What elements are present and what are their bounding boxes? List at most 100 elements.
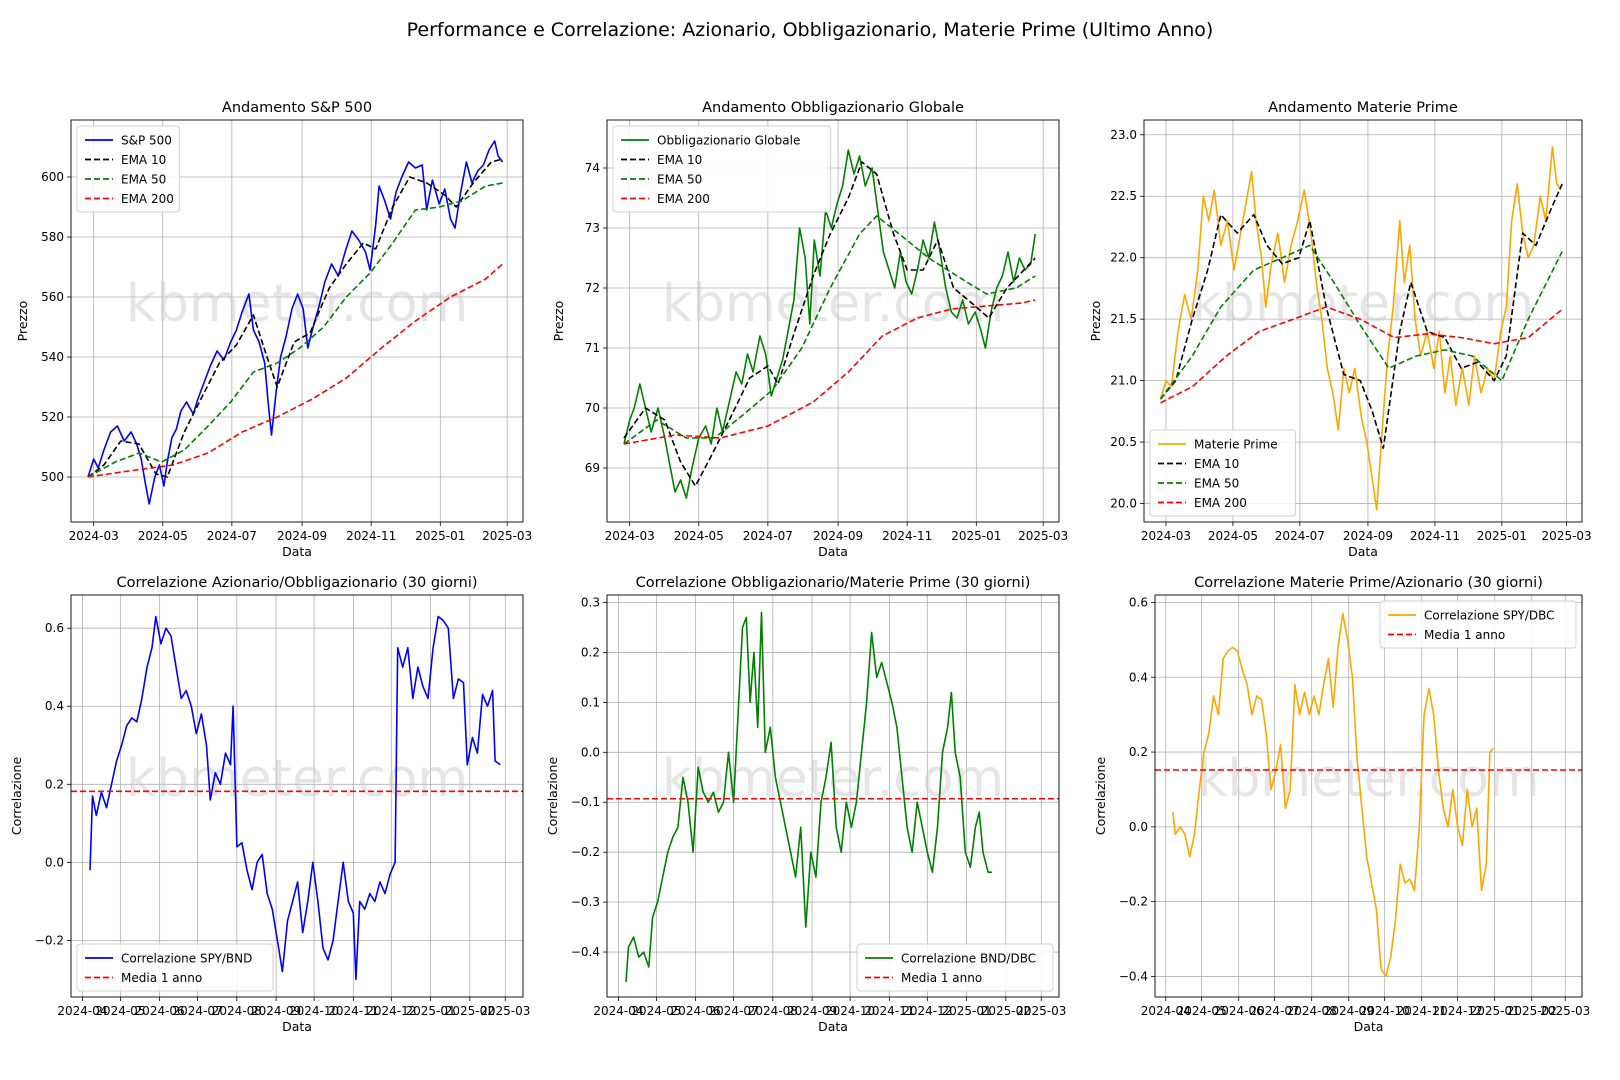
y-tick-label: 580 xyxy=(41,230,64,244)
x-tick-label: 2024-11 xyxy=(328,1004,378,1018)
subplot-6: Correlazione Materie Prime/Azionario (30… xyxy=(1093,575,1590,1034)
x-tick-label: 2024-07 xyxy=(1250,1004,1300,1018)
x-tick-label: 2025-03 xyxy=(1540,1004,1590,1018)
x-tick-label: 2024-03 xyxy=(605,529,655,543)
legend-label: Correlazione BND/DBC xyxy=(901,952,1036,966)
legend-label: S&P 500 xyxy=(121,134,172,148)
watermark: kbmeter.com xyxy=(126,274,468,334)
x-tick-label: 2024-12 xyxy=(902,1004,952,1018)
x-tick-label: 2025-01 xyxy=(951,529,1001,543)
series-line xyxy=(1159,146,1562,511)
series-group xyxy=(1155,612,1582,978)
x-tick-label: 2025-03 xyxy=(482,529,532,543)
series-line xyxy=(1160,306,1563,404)
x-tick-label: 2024-07 xyxy=(173,1004,223,1018)
y-tick-label: 23.0 xyxy=(1110,128,1137,142)
watermark: kbmeter.com xyxy=(1197,749,1539,809)
legend-box xyxy=(1379,600,1577,649)
x-tick-label: 2024-09 xyxy=(277,529,327,543)
x-tick-label: 2025-03 xyxy=(1016,1004,1066,1018)
axes-frame xyxy=(70,119,524,523)
x-tick-label: 2025-02 xyxy=(445,1004,495,1018)
x-tick-label: 2025-01 xyxy=(1477,529,1527,543)
grid xyxy=(71,120,523,522)
x-axis-label: Data xyxy=(282,544,312,559)
watermark: kbmeter.com xyxy=(1192,274,1534,334)
x-tick-label: 2024-08 xyxy=(748,1004,798,1018)
x-tick-label: 2024-05 xyxy=(1177,1004,1227,1018)
x-tick-label: 2024-06 xyxy=(1214,1004,1264,1018)
series-line xyxy=(623,149,1036,499)
y-axis-label: Prezzo xyxy=(15,301,30,342)
subplot-title: Correlazione Materie Prime/Azionario (30… xyxy=(1194,575,1543,591)
y-tick-label: 20.0 xyxy=(1110,497,1137,511)
y-axis-label: Correlazione xyxy=(545,757,560,836)
x-tick-label: 2024-09 xyxy=(787,1004,837,1018)
subplot-5: Correlazione Obbligazionario/Materie Pri… xyxy=(545,575,1066,1034)
y-axis-label: Prezzo xyxy=(1088,301,1103,342)
grid xyxy=(1155,595,1582,997)
legend: Correlazione SPY/DBC Media 1 anno xyxy=(1379,600,1577,649)
y-tick-label: −0.2 xyxy=(571,845,600,859)
series-group xyxy=(87,140,504,505)
x-tick-label: 2024-04 xyxy=(1141,1004,1191,1018)
y-tick-label: −0.4 xyxy=(1119,969,1148,983)
series-line xyxy=(625,611,992,983)
legend: Materie Prime EMA 10 EMA 50 EMA 200 xyxy=(1149,429,1297,517)
axes-frame xyxy=(70,594,524,998)
x-tick-label: 2024-10 xyxy=(289,1004,339,1018)
y-tick-label: 21.5 xyxy=(1110,312,1137,326)
axis-ticks: 2024-03 2024-05 2024-07 2024-09 2024-11 2025-… xyxy=(1110,128,1591,543)
x-axis-label: Data xyxy=(818,1019,848,1034)
y-tick-label: 0.3 xyxy=(581,595,600,609)
y-tick-label: −0.1 xyxy=(571,795,600,809)
x-tick-label: 2024-03 xyxy=(1141,529,1191,543)
subplot-2: Andamento Obbligazionario Globale 2024-03… xyxy=(551,100,1068,559)
series-line xyxy=(1172,612,1495,978)
y-tick-label: 0.0 xyxy=(1129,820,1148,834)
x-tick-label: 2024-08 xyxy=(212,1004,262,1018)
series-line xyxy=(623,161,1036,487)
series-line xyxy=(1159,244,1563,400)
x-tick-label: 2024-06 xyxy=(135,1004,185,1018)
x-axis-label: Data xyxy=(1348,544,1378,559)
x-tick-label: 2025-01 xyxy=(942,1004,992,1018)
axes-frame xyxy=(1154,594,1583,998)
x-tick-label: 2024-11 xyxy=(1410,529,1460,543)
y-tick-label: 520 xyxy=(41,410,64,424)
legend-box xyxy=(76,943,274,992)
x-tick-label: 2024-07 xyxy=(709,1004,759,1018)
y-tick-label: 22.5 xyxy=(1110,189,1137,203)
axis-ticks: 2024-042024-052024-062024-072024-082024-… xyxy=(1119,595,1590,1018)
subplot-title: Correlazione Obbligazionario/Materie Pri… xyxy=(636,575,1031,591)
legend-label: EMA 200 xyxy=(657,192,710,206)
x-tick-label: 2024-08 xyxy=(1287,1004,1337,1018)
y-tick-label: 21.0 xyxy=(1110,374,1137,388)
legend-box xyxy=(612,125,832,213)
series-line xyxy=(623,299,1036,445)
legend-label: Media 1 anno xyxy=(1424,628,1505,642)
x-tick-label: 2024-09 xyxy=(813,529,863,543)
y-tick-label: 560 xyxy=(41,290,64,304)
x-tick-label: 2025-01 xyxy=(1470,1004,1520,1018)
x-tick-label: 2024-10 xyxy=(825,1004,875,1018)
legend-label: EMA 200 xyxy=(1194,496,1247,510)
y-tick-label: 0.2 xyxy=(45,777,64,791)
y-tick-label: 540 xyxy=(41,350,64,364)
x-tick-label: 2025-02 xyxy=(981,1004,1031,1018)
y-axis-label: Correlazione xyxy=(9,757,24,836)
x-tick-label: 2024-04 xyxy=(593,1004,643,1018)
y-tick-label: 71 xyxy=(585,341,600,355)
legend-label: EMA 50 xyxy=(1194,477,1239,491)
x-tick-label: 2024-07 xyxy=(207,529,257,543)
x-tick-label: 2024-09 xyxy=(1324,1004,1374,1018)
legend-box xyxy=(856,943,1054,992)
y-tick-label: 22.0 xyxy=(1110,251,1137,265)
x-axis-label: Data xyxy=(818,544,848,559)
legend: Correlazione BND/DBC Media 1 anno xyxy=(856,943,1054,992)
y-axis-label: Prezzo xyxy=(551,301,566,342)
y-tick-label: 70 xyxy=(585,401,600,415)
axis-ticks: 2024-042024-052024-062024-072024-082024-… xyxy=(35,621,530,1018)
